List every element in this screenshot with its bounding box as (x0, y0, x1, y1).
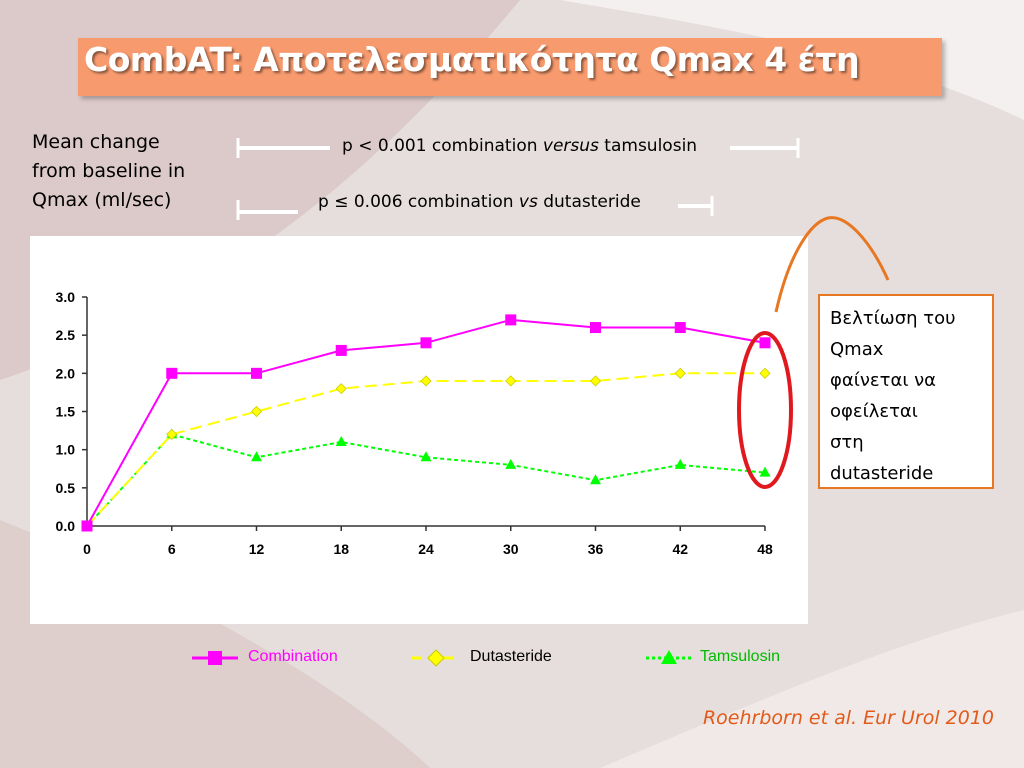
y-tick-label: 3.0 (56, 289, 76, 305)
legend-label-dutasteride: Dutasteride (470, 648, 552, 665)
point-dutasteride (335, 383, 347, 395)
x-tick-label: 18 (333, 541, 349, 557)
point-tamsulosin (420, 451, 432, 462)
y-tick-label: 1.5 (56, 404, 76, 420)
legend-label-tamsulosin: Tamsulosin (700, 648, 781, 665)
point-combination (674, 322, 686, 334)
title-banner (78, 38, 942, 96)
point-combination (590, 322, 601, 334)
pvalue-suffix: tamsulosin (598, 136, 698, 156)
y-axis-label-line: from baseline in (32, 160, 186, 182)
x-tick-label: 0 (83, 541, 91, 557)
y-axis-label: Mean change from baseline in Qmax (ml/se… (32, 128, 222, 215)
point-tamsulosin (335, 436, 347, 447)
annotation-line: οφείλεται (830, 401, 918, 422)
legend-marker-combination (208, 651, 222, 665)
point-dutasteride (166, 428, 178, 440)
legend-marker-dutasteride (427, 649, 445, 667)
plot-panel (30, 236, 808, 624)
x-tick-label: 24 (418, 541, 434, 557)
annotation-line: στη (830, 432, 864, 453)
point-combination (251, 367, 262, 379)
series-line-dutasteride (86, 372, 765, 527)
y-tick-label: 0.5 (56, 480, 76, 496)
x-tick-label: 36 (588, 541, 604, 557)
y-axis-label-line: Qmax (ml/sec) (32, 189, 172, 211)
point-dutasteride (674, 367, 686, 379)
annotation-line: dutasteride (830, 463, 934, 484)
annotation-line: φαίνεται να (830, 370, 937, 391)
pvalue-prefix: p < 0.001 combination (342, 136, 543, 156)
x-tick-label: 48 (757, 541, 773, 557)
series-line-combination (86, 318, 766, 527)
point-dutasteride (589, 375, 602, 387)
point-combination (81, 520, 93, 532)
x-tick-label: 12 (249, 541, 265, 557)
annotation-line: Βελτίωση του (830, 308, 956, 329)
pvalue-combination-vs-tamsulosin: p < 0.001 combination versus tamsulosin (342, 136, 697, 156)
point-combination (759, 337, 771, 349)
y-tick-label: 0.0 (56, 518, 76, 534)
point-dutasteride (420, 375, 432, 387)
point-combination (420, 337, 432, 349)
point-combination (335, 344, 347, 356)
pvalue-emph: versus (542, 136, 599, 156)
x-tick-label: 6 (168, 541, 176, 557)
y-tick-label: 2.0 (56, 365, 76, 381)
pvalue-suffix: dutasteride (537, 192, 641, 212)
point-tamsulosin (505, 458, 517, 469)
annotation-box: Βελτίωση του Qmax φαίνεται να οφείλεται … (818, 294, 994, 489)
point-tamsulosin (674, 458, 686, 469)
qmax-line-chart: 0.0 0.5 1.0 1.5 2.0 2.5 3.0 0 6 12 18 24 30 36 42 48 (56, 289, 773, 557)
legend-marker-tamsulosin (661, 650, 677, 664)
y-tick-label: 2.5 (56, 327, 76, 343)
point-combination (166, 367, 178, 379)
point-dutasteride (250, 405, 263, 418)
y-axis-label-line: Mean change (32, 131, 160, 153)
pvalue-emph: vs (518, 192, 538, 212)
point-dutasteride (759, 367, 771, 379)
pvalue-combination-vs-dutasteride: p ≤ 0.006 combination vs dutasteride (318, 192, 641, 212)
pvalue-prefix: p ≤ 0.006 combination (318, 192, 519, 212)
y-tick-label: 1.0 (56, 442, 76, 458)
legend-label-combination: Combination (248, 648, 338, 665)
point-tamsulosin (251, 451, 262, 462)
citation: Roehrborn et al. Eur Urol 2010 (702, 707, 994, 729)
point-combination (505, 314, 517, 326)
significance-brackets (236, 138, 800, 220)
x-tick-label: 30 (503, 541, 519, 557)
point-dutasteride (505, 375, 517, 387)
annotation-line: Qmax (830, 339, 884, 360)
x-tick-label: 42 (672, 541, 688, 557)
chart-legend (192, 649, 692, 667)
point-tamsulosin (590, 474, 601, 485)
slide-title: CombAT: Αποτελεσματικότητα Qmax 4 έτη (84, 40, 860, 79)
series-line-tamsulosin (86, 433, 766, 527)
